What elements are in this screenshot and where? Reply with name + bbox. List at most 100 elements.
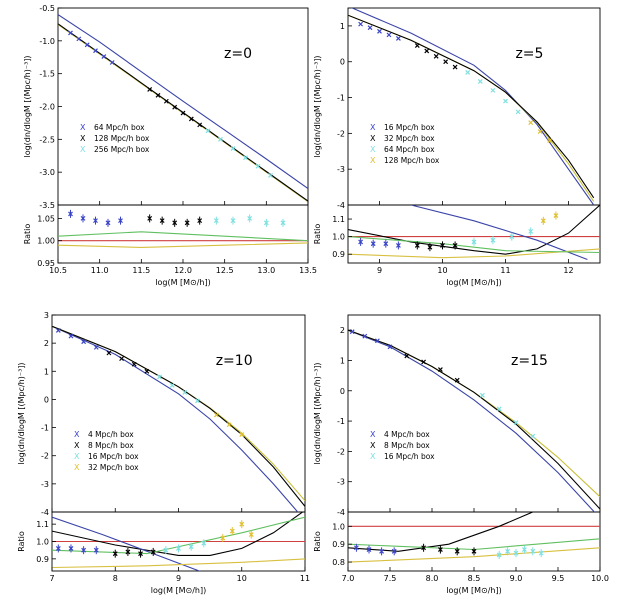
ratio-point (138, 549, 143, 558)
panel-z0: 10.5 11.0 11.5 12.0 12.5 13.0 13.5 -0.5 -1.0 -1.5… (23, 4, 317, 287)
y-tick-label: -1 (337, 417, 345, 426)
legend-marker: X (74, 452, 80, 461)
data-point (106, 350, 112, 356)
x-tick-label: 10 (437, 266, 447, 275)
model-curve-black-model (52, 325, 305, 507)
ratio-point (496, 550, 502, 559)
x-tick-label: 12.0 (174, 266, 192, 275)
ratio-curve-blue (52, 516, 201, 571)
data-point (81, 339, 87, 345)
y-tick-label: 3 (44, 311, 49, 320)
data-point (205, 128, 211, 134)
legend-entry: 32 Mpc/h box (88, 463, 139, 472)
y-tick-label: 0 (340, 58, 345, 67)
model-curve-fit (348, 14, 595, 202)
ratio-point (414, 241, 420, 250)
ratio-point (471, 547, 477, 556)
y-tick-label: -3.5 (39, 201, 55, 210)
ratio-point (125, 547, 131, 556)
ratio-point (358, 237, 364, 246)
ratio-point (383, 239, 389, 248)
ratio-point (505, 547, 511, 556)
ratio-point (440, 241, 445, 250)
data-point (367, 25, 373, 31)
x-tick-label: 9 (377, 266, 382, 275)
data-point (547, 138, 553, 143)
y-tick-label: 1 (340, 356, 345, 365)
ratio-point (471, 237, 477, 246)
ratio-tick-label: 1.05 (37, 214, 55, 223)
data-point (197, 122, 203, 128)
legend-entry: 16 Mpc/h box (384, 123, 435, 132)
x-tick-label: 12 (563, 266, 573, 275)
data-point (496, 406, 502, 412)
data-point (443, 59, 449, 65)
model-curve-blue-model (52, 325, 299, 512)
data-point (68, 333, 74, 339)
redshift-label: z=5 (515, 46, 543, 62)
data-point (155, 92, 161, 98)
legend-marker: X (370, 441, 376, 450)
model-curve-fit (348, 329, 600, 498)
ratio-point (229, 527, 235, 536)
panel-z15: 7.0 7.5 8.0 8.5 9.0 9.5 10.0 2 1 0 -1 -2 -3 -4 1.0 0.9 0… (313, 314, 609, 595)
ratio-point (163, 546, 169, 555)
ratio-curve-yellow (348, 248, 600, 259)
data-point (147, 87, 153, 92)
main-plot-frame (51, 314, 306, 513)
legend-entry: 64 Mpc/h box (94, 123, 145, 132)
ratio-point (176, 544, 181, 553)
ratio-point (239, 520, 245, 529)
data-point (169, 382, 175, 388)
data-point (503, 98, 508, 104)
data-point (188, 116, 194, 122)
ratio-point (68, 544, 74, 553)
ratio-point (391, 547, 397, 556)
ratio-curve-green (52, 516, 305, 555)
data-point (195, 398, 200, 404)
ratio-point (421, 543, 427, 552)
data-point (454, 377, 460, 383)
ratio-point (521, 545, 527, 554)
legend-entry: 16 Mpc/h box (384, 452, 435, 461)
ratio-point (280, 218, 286, 227)
legend-marker: X (370, 430, 376, 439)
legend-marker: X (370, 145, 376, 154)
y-tick-label: 2 (44, 339, 49, 348)
data-point (358, 21, 364, 27)
data-point (414, 43, 420, 49)
ratio-point (528, 227, 534, 236)
ratio-curve-black (348, 512, 535, 552)
ratio-point (93, 216, 98, 225)
data-point (374, 338, 380, 344)
y-tick-label: -4 (337, 201, 345, 210)
legend-marker: X (74, 441, 80, 450)
x-tick-label: 10.0 (591, 574, 609, 583)
data-point (163, 98, 169, 104)
data-point (490, 87, 496, 93)
data-point (437, 367, 443, 372)
x-axis-title: log(M [M⊙/h]) (446, 586, 502, 595)
ratio-point (118, 216, 123, 225)
ratio-point (379, 547, 385, 556)
x-tick-label: 13.5 (299, 266, 317, 275)
ratio-tick-label: 1.1 (332, 215, 345, 224)
model-curve-blue-model (350, 8, 595, 205)
y-tick-label: 0 (44, 395, 49, 404)
y-tick-label: 0 (340, 387, 345, 396)
y-tick-label: -2 (337, 129, 345, 138)
data-point (226, 422, 232, 428)
ratio-curve-black (52, 512, 304, 556)
ratio-point (263, 218, 269, 227)
legend-marker: X (370, 452, 376, 461)
ratio-curve-yellow (52, 558, 305, 569)
legend-entry: 8 Mpc/h box (88, 441, 134, 450)
data-point (477, 79, 483, 84)
data-point (377, 28, 382, 34)
ratio-curve-black (348, 205, 600, 255)
data-point (157, 374, 162, 380)
legend-marker: X (370, 123, 376, 132)
ratio-point (247, 214, 253, 223)
